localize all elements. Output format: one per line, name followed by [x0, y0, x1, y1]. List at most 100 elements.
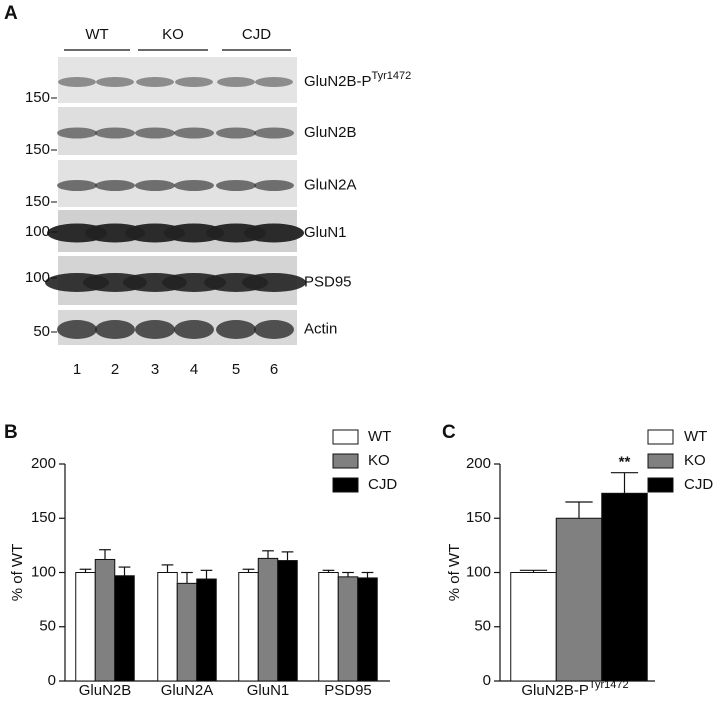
blot-band: [216, 127, 256, 139]
blot-band: [216, 320, 256, 339]
blot-band: [242, 273, 306, 292]
x-tick-label: PSD95: [324, 682, 372, 699]
blot-band: [95, 180, 135, 191]
lane-label: 6: [270, 361, 278, 378]
x-tick-label-main: GluN2B-P: [521, 682, 589, 699]
panel-label: C: [442, 422, 456, 443]
blot-band: [175, 77, 213, 87]
blot-band: [57, 180, 97, 191]
legend-swatch: [332, 477, 359, 493]
group-label: WT: [85, 26, 108, 43]
y-tick-label: 200: [466, 455, 491, 472]
row-label: GluN2B: [304, 124, 357, 141]
legend-label: KO: [684, 452, 706, 469]
blot-band: [217, 77, 255, 87]
blot-band: [164, 223, 224, 243]
panel-label: A: [4, 3, 18, 24]
row-label-sup: Tyr1472: [372, 70, 412, 82]
y-tick-label: 100: [31, 563, 56, 580]
marker-label: 150: [25, 193, 50, 210]
marker-label: 100: [25, 269, 50, 286]
row-label-main: GluN2B-P: [304, 73, 372, 90]
bar: [318, 572, 339, 682]
blot-band: [58, 77, 96, 87]
annotation: **: [619, 454, 631, 471]
x-tick-label: GluN2A: [161, 682, 214, 699]
y-tick-label: 50: [39, 618, 56, 635]
lane-label: 4: [190, 361, 198, 378]
legend-label: CJD: [368, 476, 397, 493]
bar: [75, 572, 96, 682]
row-label: GluN2A: [304, 176, 357, 193]
bar: [238, 572, 259, 682]
y-axis-label: % of WT: [9, 544, 26, 602]
group-label: KO: [162, 26, 184, 43]
group-label: CJD: [242, 26, 271, 43]
panel-label: B: [4, 422, 18, 443]
blot-band: [174, 127, 214, 139]
bar: [337, 576, 359, 682]
marker-label: 150: [25, 89, 50, 106]
blot-band: [216, 180, 256, 191]
legend-label: CJD: [684, 476, 713, 493]
bar: [510, 572, 557, 682]
bar: [257, 557, 279, 682]
lane-label: 5: [232, 361, 240, 378]
blot-band: [174, 320, 214, 339]
blot-band: [57, 320, 97, 339]
row-label: GluN1: [304, 224, 347, 241]
blot-band: [135, 180, 175, 191]
y-tick-label: 200: [31, 455, 56, 472]
x-tick-label: GluN2B-PTyr1472: [521, 679, 628, 699]
blot-band: [57, 127, 97, 139]
marker-label: 50: [33, 323, 50, 340]
bar: [357, 577, 378, 682]
blot-band: [254, 127, 294, 139]
y-tick-label: 150: [466, 509, 491, 526]
bar: [157, 572, 178, 682]
blot-band: [174, 180, 214, 191]
marker-label: 100: [25, 223, 50, 240]
blot-band: [255, 77, 293, 87]
blot-band: [95, 320, 135, 339]
bar: [196, 578, 217, 682]
legend-label: WT: [368, 428, 391, 445]
blot-band: [244, 223, 304, 243]
y-tick-label: 50: [474, 618, 491, 635]
blot-band: [135, 320, 175, 339]
blot-band: [96, 77, 134, 87]
y-axis-label: % of WT: [446, 544, 463, 602]
row-label: PSD95: [304, 273, 352, 290]
bar: [555, 517, 603, 682]
legend-swatch: [647, 477, 674, 493]
blot-band: [254, 320, 294, 339]
bar: [277, 560, 298, 682]
legend-swatch: [647, 453, 674, 469]
blot-band: [136, 77, 174, 87]
blot-band: [95, 127, 135, 139]
y-tick-label: 0: [48, 672, 56, 689]
legend-swatch: [647, 429, 674, 445]
lane-label: 3: [151, 361, 159, 378]
x-tick-label: GluN2B: [79, 682, 132, 699]
row-label: Actin: [304, 320, 337, 337]
bar: [601, 492, 648, 682]
y-tick-label: 0: [483, 672, 491, 689]
x-tick-label: GluN1: [247, 682, 290, 699]
legend-label: KO: [368, 452, 390, 469]
bar: [176, 582, 198, 682]
lane-label: 2: [111, 361, 119, 378]
legend-label: WT: [684, 428, 707, 445]
blot-strip: [58, 57, 297, 103]
x-tick-label-sup: Tyr1472: [589, 679, 629, 691]
bar: [114, 575, 135, 682]
marker-label: 150: [25, 141, 50, 158]
legend-swatch: [332, 429, 359, 445]
bar: [94, 558, 116, 682]
y-tick-label: 150: [31, 509, 56, 526]
y-tick-label: 100: [466, 563, 491, 580]
blot-band: [254, 180, 294, 191]
blot-band: [135, 127, 175, 139]
row-label: GluN2B-PTyr1472: [304, 70, 411, 90]
